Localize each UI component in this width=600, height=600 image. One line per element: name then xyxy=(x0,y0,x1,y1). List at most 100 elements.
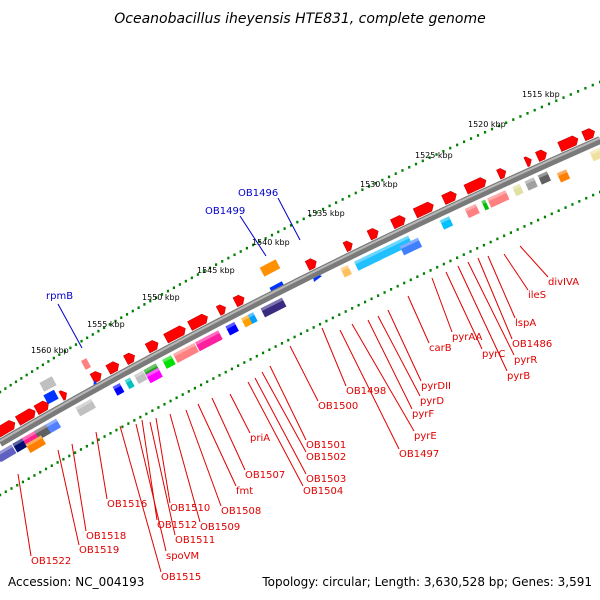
outer-ring-dot xyxy=(97,329,100,333)
outer-ring-dot xyxy=(361,188,364,192)
outer-ring-dot xyxy=(47,360,50,363)
gene-block-shine xyxy=(399,237,420,250)
gene-block xyxy=(399,237,423,256)
inner-ring-dot xyxy=(578,200,581,203)
outer-ring-dot xyxy=(190,276,193,280)
gene-block xyxy=(162,355,176,369)
inner-ring-dot xyxy=(33,474,36,477)
outer-ring-dot xyxy=(131,309,134,313)
inner-ring-dot xyxy=(530,221,533,225)
gene-block-group xyxy=(34,424,52,440)
outer-ring-dot xyxy=(4,387,7,390)
gene-block-shine xyxy=(464,203,477,212)
outer-leader-line xyxy=(239,215,267,257)
inner-gene-label: OB1515 xyxy=(161,572,201,583)
inner-leader-line xyxy=(17,473,32,557)
gene-arrow xyxy=(0,420,16,439)
inner-gene-label: pyrE xyxy=(414,431,437,442)
gene-arrow xyxy=(441,191,457,205)
label-leaders xyxy=(17,197,549,573)
gene-arrow xyxy=(105,361,120,375)
gene-block xyxy=(260,297,287,318)
inner-leader-line xyxy=(149,421,176,536)
outer-ring-dot xyxy=(555,99,558,103)
outer-ring-dot xyxy=(309,214,312,217)
scale-labels: 1515 kbp 1520 kbp 1525 kbp 1530 kbp 1535 kbp… xyxy=(31,90,560,355)
outer-ring-dot xyxy=(526,112,529,115)
inner-ring-dot xyxy=(370,297,373,301)
inner-ring-dot xyxy=(79,448,83,451)
outer-ring-dot xyxy=(547,102,551,106)
gene-block-shine xyxy=(439,216,451,224)
outer-ring-dot xyxy=(387,175,391,179)
inner-ring-dot xyxy=(503,234,506,238)
inner-ring-dot xyxy=(571,203,574,206)
outer-ring-dot xyxy=(221,260,224,263)
scale-label: 1515 kbp xyxy=(522,90,560,99)
scale-label: 1540 kbp xyxy=(252,238,290,247)
inner-ring-dot xyxy=(557,209,560,213)
inner-ring-dot xyxy=(331,316,334,320)
gene-block-shine xyxy=(524,177,535,185)
inner-ring-dot xyxy=(62,457,65,461)
inner-ring-dot xyxy=(68,454,71,458)
outer-leader-line xyxy=(277,197,301,241)
outer-ring-dot xyxy=(137,306,140,310)
inner-gene-label: OB1500 xyxy=(318,401,358,412)
gene-arrow-group xyxy=(58,390,67,401)
inner-ring-dot xyxy=(127,422,130,425)
inner-leader-line xyxy=(377,315,421,397)
inner-gene-label: priA xyxy=(250,433,270,444)
gene-block-group xyxy=(25,435,47,453)
inner-leader-line xyxy=(367,319,413,410)
outer-ring-dot xyxy=(428,156,431,159)
inner-ring-dot xyxy=(476,247,479,250)
inner-ring-dot xyxy=(363,300,367,304)
gene-block-shine xyxy=(260,297,284,312)
gene-block-group xyxy=(145,367,163,384)
inner-ring-dot xyxy=(280,342,284,345)
outer-ring-dot xyxy=(74,343,78,346)
outer-ring-dot xyxy=(245,246,249,250)
gene-block-group xyxy=(481,199,490,211)
inner-ring-dot xyxy=(109,431,112,435)
gene-block xyxy=(340,265,352,278)
inner-ring-dot xyxy=(325,319,328,323)
inner-gene-label: OB1522 xyxy=(31,556,71,567)
inner-leader-line xyxy=(155,417,171,504)
inner-ring-dot xyxy=(543,215,547,219)
inner-gene-label: ileS xyxy=(528,290,546,301)
gene-arrow xyxy=(33,400,49,415)
gene-block-shine xyxy=(21,429,39,441)
gene-block xyxy=(556,169,571,183)
inner-ring-dot xyxy=(157,406,160,409)
gene-block-group xyxy=(512,183,524,197)
inner-leader-line xyxy=(247,381,304,487)
gene-block xyxy=(225,321,239,336)
inner-ring-dot xyxy=(592,193,595,197)
inner-leader-line xyxy=(119,425,162,573)
gene-block-shine xyxy=(143,363,158,373)
gene-block xyxy=(124,377,135,390)
gene-arrow xyxy=(581,128,595,142)
outer-dotted-ring xyxy=(0,80,600,394)
outer-ring-dot xyxy=(328,204,331,208)
inner-leader-line xyxy=(467,261,515,356)
inner-ring-dot xyxy=(585,196,588,200)
outer-ring-dot xyxy=(367,185,371,188)
gene-block-group xyxy=(75,398,96,417)
outer-ring-dot xyxy=(239,250,242,253)
inner-ring-dot xyxy=(422,272,426,275)
gene-arrow-group xyxy=(33,400,49,415)
gene-block-shine xyxy=(112,383,122,390)
inner-ring-dot xyxy=(274,345,277,348)
gene-arrow-group xyxy=(105,361,120,375)
outer-ring-dot xyxy=(264,237,267,240)
inner-gene-label: spoVM xyxy=(166,551,199,562)
outer-ring-dot xyxy=(172,286,176,290)
outer-ring-dot xyxy=(401,169,404,172)
gene-block xyxy=(512,183,524,197)
gene-arrow xyxy=(463,177,487,195)
gene-block-group xyxy=(340,265,352,278)
outer-ring-dot xyxy=(505,121,508,125)
